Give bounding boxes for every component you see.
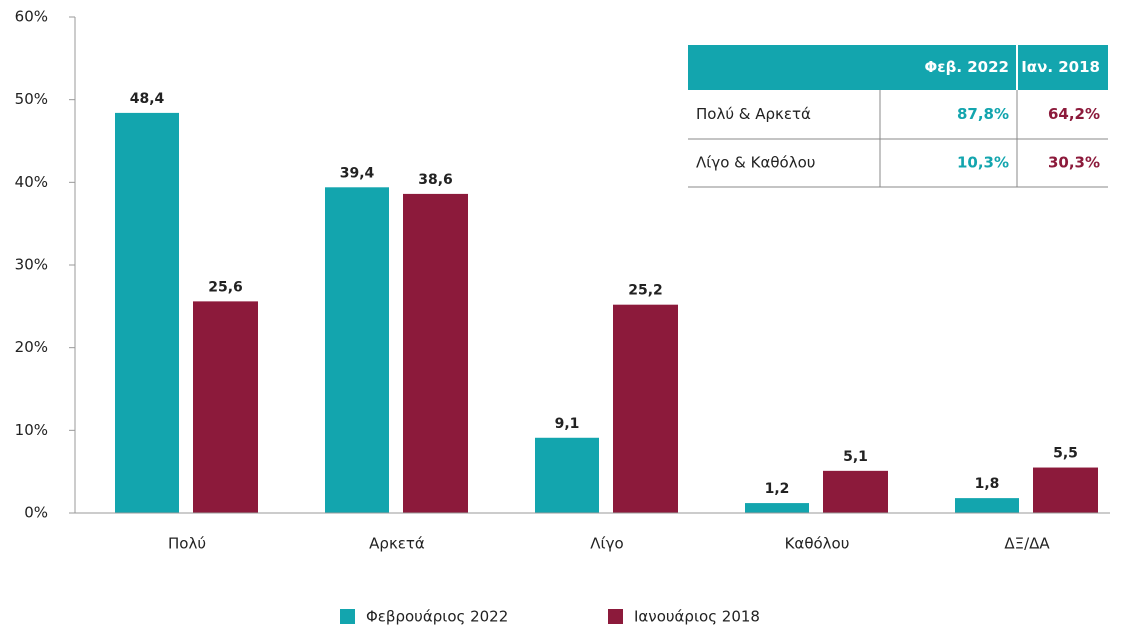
table-header: Φεβ. 2022 bbox=[924, 58, 1009, 76]
value-label: 1,8 bbox=[975, 476, 1000, 492]
y-tick-label: 60% bbox=[15, 8, 48, 26]
y-tick-label: 30% bbox=[15, 256, 48, 274]
value-label: 48,4 bbox=[130, 91, 165, 107]
bar bbox=[193, 301, 258, 513]
bar bbox=[115, 112, 179, 513]
table-cell: 87,8% bbox=[957, 105, 1009, 123]
table-header: Ιαν. 2018 bbox=[1021, 58, 1100, 76]
bar bbox=[535, 437, 599, 513]
table-cell: 30,3% bbox=[1048, 154, 1100, 172]
value-label: 25,2 bbox=[628, 283, 663, 299]
legend-swatch bbox=[340, 609, 355, 624]
table-cell: 64,2% bbox=[1048, 105, 1100, 123]
bar bbox=[403, 193, 468, 513]
legend-swatch bbox=[608, 609, 623, 624]
legend-label: Φεβρουάριος 2022 bbox=[366, 608, 508, 626]
x-tick-label: Λίγο bbox=[590, 535, 623, 553]
table-row-label: Πολύ & Αρκετά bbox=[696, 105, 811, 123]
value-label: 25,6 bbox=[208, 279, 243, 295]
value-label: 38,6 bbox=[418, 172, 453, 188]
bar bbox=[745, 503, 809, 513]
legend-label: Ιανουάριος 2018 bbox=[634, 608, 760, 626]
bar bbox=[325, 187, 389, 513]
bar bbox=[1033, 467, 1098, 513]
x-tick-label: Αρκετά bbox=[369, 535, 425, 553]
table-header-bg bbox=[688, 45, 1108, 90]
y-tick-label: 50% bbox=[15, 90, 48, 108]
value-label: 5,1 bbox=[843, 449, 868, 465]
x-tick-label: Πολύ bbox=[168, 535, 206, 553]
bar bbox=[823, 470, 888, 513]
value-label: 1,2 bbox=[765, 481, 790, 497]
bar bbox=[955, 498, 1019, 513]
table-cell: 10,3% bbox=[957, 154, 1009, 172]
y-tick-label: 20% bbox=[15, 338, 48, 356]
y-tick-label: 10% bbox=[15, 421, 48, 439]
table-row-label: Λίγο & Καθόλου bbox=[696, 154, 815, 172]
y-tick-label: 0% bbox=[24, 504, 48, 522]
bar bbox=[613, 304, 678, 513]
y-tick-label: 40% bbox=[15, 173, 48, 191]
value-label: 5,5 bbox=[1053, 446, 1078, 462]
x-tick-label: Καθόλου bbox=[785, 535, 850, 553]
value-label: 9,1 bbox=[555, 416, 580, 432]
x-tick-label: ΔΞ/ΔΑ bbox=[1004, 535, 1050, 553]
value-label: 39,4 bbox=[340, 165, 375, 181]
